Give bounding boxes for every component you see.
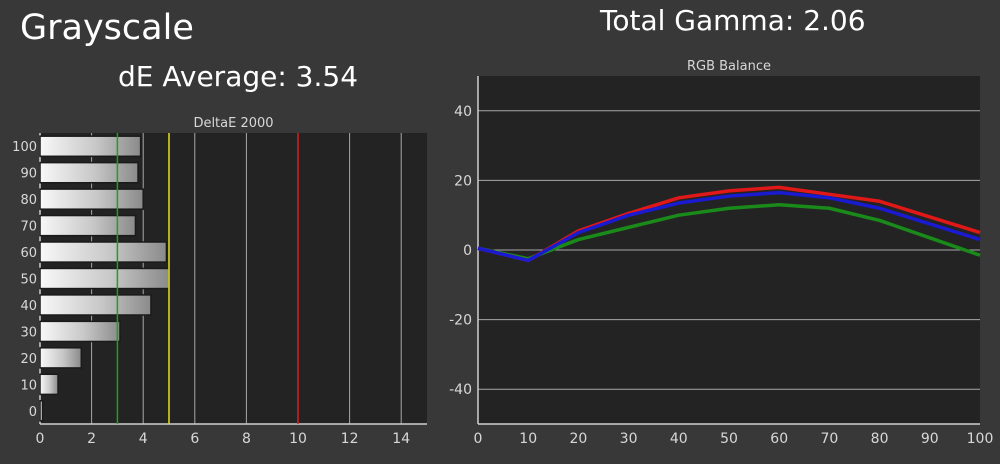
rgb-y-tick-label: 40 [454, 104, 472, 120]
deltae-y-tick-label: 70 [20, 220, 37, 235]
rgb-x-tick-label: 50 [720, 431, 738, 447]
deltae-x-tick-label: 14 [392, 431, 410, 447]
rgb-y-tick-label: 20 [454, 173, 472, 189]
rgb-x-tick-label: 40 [670, 431, 688, 447]
deltae-chart-title: DeltaE 2000 [193, 116, 273, 131]
deltae-y-tick-label: 10 [20, 378, 37, 393]
deltae-x-tick-label: 8 [242, 431, 251, 447]
rgb-x-tick-label: 90 [921, 431, 939, 447]
rgb-x-tick-label: 70 [820, 431, 838, 447]
deltae-bar [39, 241, 168, 263]
rgb-y-tick-label: -20 [449, 313, 472, 329]
deltae-x-tick-label: 12 [341, 431, 359, 447]
rgb-x-tick-label: 80 [871, 431, 889, 447]
deltae-y-tick-label: 50 [20, 273, 37, 288]
deltae-bar [39, 214, 137, 237]
deltae-bar [39, 347, 83, 369]
rgb-x-tick-label: 20 [569, 431, 587, 447]
rgb-series-blue-line [477, 190, 981, 263]
rgb-x-tick-label: 10 [519, 431, 537, 447]
deltae-y-tick-label: 40 [20, 299, 37, 314]
deltae-y-tick-label: 90 [20, 167, 37, 182]
deltae-y-tick-label: 80 [20, 193, 37, 208]
deltae-bar [39, 320, 121, 343]
deltae-bar [39, 267, 170, 290]
deltae-x-tick-label: 2 [87, 431, 96, 447]
rgb-chart-title: RGB Balance [687, 59, 771, 74]
deltae-y-tick-label: 60 [20, 246, 37, 261]
deltae-bar [39, 188, 144, 210]
rgb-x-tick-label: 100 [967, 431, 994, 447]
deltae-bar [39, 399, 44, 422]
rgb-x-tick-label: 0 [474, 431, 483, 447]
deltae-y-tick-label: 100 [12, 140, 37, 155]
deltae-x-tick-label: 6 [190, 431, 199, 447]
rgb-y-tick-label: -40 [449, 382, 472, 398]
total-gamma-label: Total Gamma: 2.06 [600, 4, 866, 37]
deltae-bar [39, 373, 59, 396]
deltae-y-tick-label: 20 [20, 352, 37, 367]
page-title: Grayscale [20, 8, 194, 48]
deltae-x-tick-label: 4 [139, 431, 148, 447]
rgb-series-green-line [477, 203, 981, 261]
deltae-bar [39, 135, 142, 158]
deltae-x-tick-label: 10 [289, 431, 307, 447]
de-average-label: dE Average: 3.54 [118, 60, 359, 93]
deltae-x-tick-label: 0 [36, 431, 45, 447]
rgb-x-tick-label: 60 [770, 431, 788, 447]
rgb-y-tick-label: 0 [463, 243, 472, 259]
deltae-y-tick-label: 30 [20, 325, 37, 340]
deltae-bar [39, 294, 152, 316]
deltae-bar [39, 161, 139, 184]
rgb-x-tick-label: 30 [620, 431, 638, 447]
deltae-y-tick-label: 0 [29, 405, 37, 420]
